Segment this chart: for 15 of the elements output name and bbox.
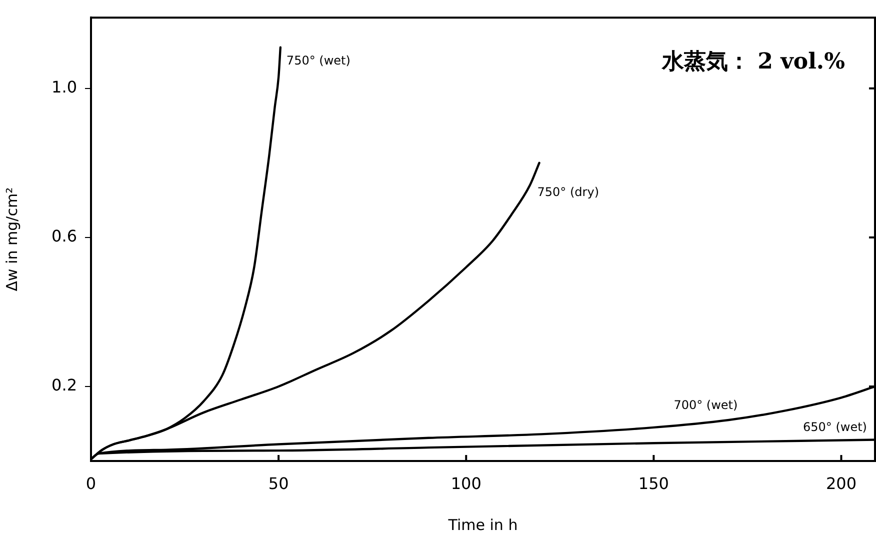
x-axis-title: Time in h: [447, 516, 518, 534]
x-tick-label: 150: [638, 474, 669, 493]
annotation: 水蒸気： 2 vol.%: [660, 48, 846, 74]
series-label: 650° (wet): [803, 420, 867, 434]
x-tick-label: 100: [450, 474, 482, 493]
y-tick-label: 0.2: [52, 376, 77, 395]
y-tick-label: 1.0: [52, 78, 77, 97]
series-label: 750° (dry): [537, 185, 599, 200]
x-tick-label: 200: [826, 474, 857, 493]
x-tick-label: 0: [86, 474, 96, 493]
y-tick-label: 0.6: [52, 226, 77, 246]
series-label: 700° (wet): [674, 398, 738, 412]
y-axis-title: Δw in mg/cm²: [2, 187, 21, 292]
series-label: 750° (wet): [286, 54, 350, 68]
x-tick-label: 50: [268, 474, 289, 493]
